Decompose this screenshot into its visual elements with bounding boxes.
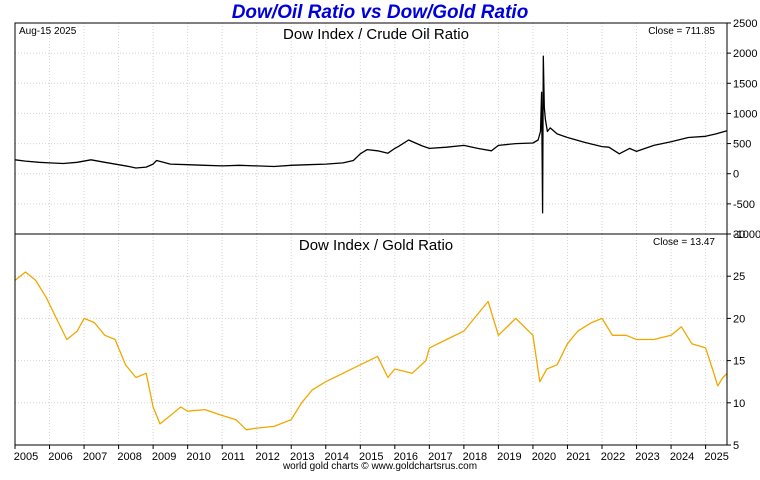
x-tick-label: 2011 [221, 451, 245, 463]
x-tick-label: 2016 [394, 451, 418, 463]
gold-y-tick-label: 15 [733, 356, 745, 368]
date-label: Aug-15 2025 [19, 26, 77, 37]
x-tick-label: 2006 [48, 451, 72, 463]
oil-y-tick-label: 0 [733, 169, 739, 181]
x-tick-label: 2008 [117, 451, 141, 463]
x-tick-label: 2005 [14, 451, 38, 463]
gold-close-label: Close = 13.47 [653, 237, 715, 248]
oil-y-tick-label: -1000 [733, 229, 760, 241]
x-tick-label: 2022 [601, 451, 625, 463]
gold-panel-frame [14, 233, 728, 446]
x-tick-label: 2018 [463, 451, 487, 463]
oil-y-tick-label: -500 [733, 199, 755, 211]
oil-y-tick-label: 500 [733, 139, 751, 151]
x-tick-label: 2012 [255, 451, 279, 463]
x-tick-label: 2024 [670, 451, 694, 463]
gold-y-tick-label: 5 [733, 440, 739, 452]
gold-panel-title: Dow Index / Gold Ratio [299, 237, 453, 254]
x-tick-label: 2025 [704, 451, 728, 463]
oil-y-tick-label: 1000 [733, 108, 757, 120]
x-tick-label: 2020 [532, 451, 556, 463]
x-tick-label: 2010 [186, 451, 210, 463]
x-tick-label: 2014 [325, 451, 349, 463]
oil-panel-title: Dow Index / Crude Oil Ratio [283, 26, 469, 43]
footer-credit: world gold charts © www.goldchartsrus.co… [282, 461, 478, 472]
x-tick-label: 2019 [497, 451, 521, 463]
x-tick-label: 2021 [566, 451, 590, 463]
gold-ratio-line [14, 271, 728, 431]
gold-y-tick-label: 25 [733, 271, 745, 283]
x-tick-label: 2009 [152, 451, 176, 463]
chart-main-title: Dow/Oil Ratio vs Dow/Gold Ratio [231, 2, 529, 23]
x-tick-label: 2007 [83, 451, 107, 463]
oil-ratio-line [14, 55, 728, 214]
x-tick-label: 2013 [290, 451, 314, 463]
oil-y-tick-label: 1500 [733, 78, 757, 90]
oil-y-tick-label: 2000 [733, 48, 757, 60]
gold-y-tick-label: 20 [733, 313, 745, 325]
x-tick-label: 2015 [359, 451, 383, 463]
x-tick-label: 2023 [635, 451, 659, 463]
x-tick-label: 2017 [428, 451, 452, 463]
oil-y-tick-label: 2500 [733, 18, 757, 30]
oil-close-label: Close = 711.85 [648, 26, 715, 37]
oil-panel-frame [14, 22, 728, 235]
gold-y-tick-label: 10 [733, 398, 745, 410]
gold-y-tick-label: 30 [733, 229, 745, 241]
